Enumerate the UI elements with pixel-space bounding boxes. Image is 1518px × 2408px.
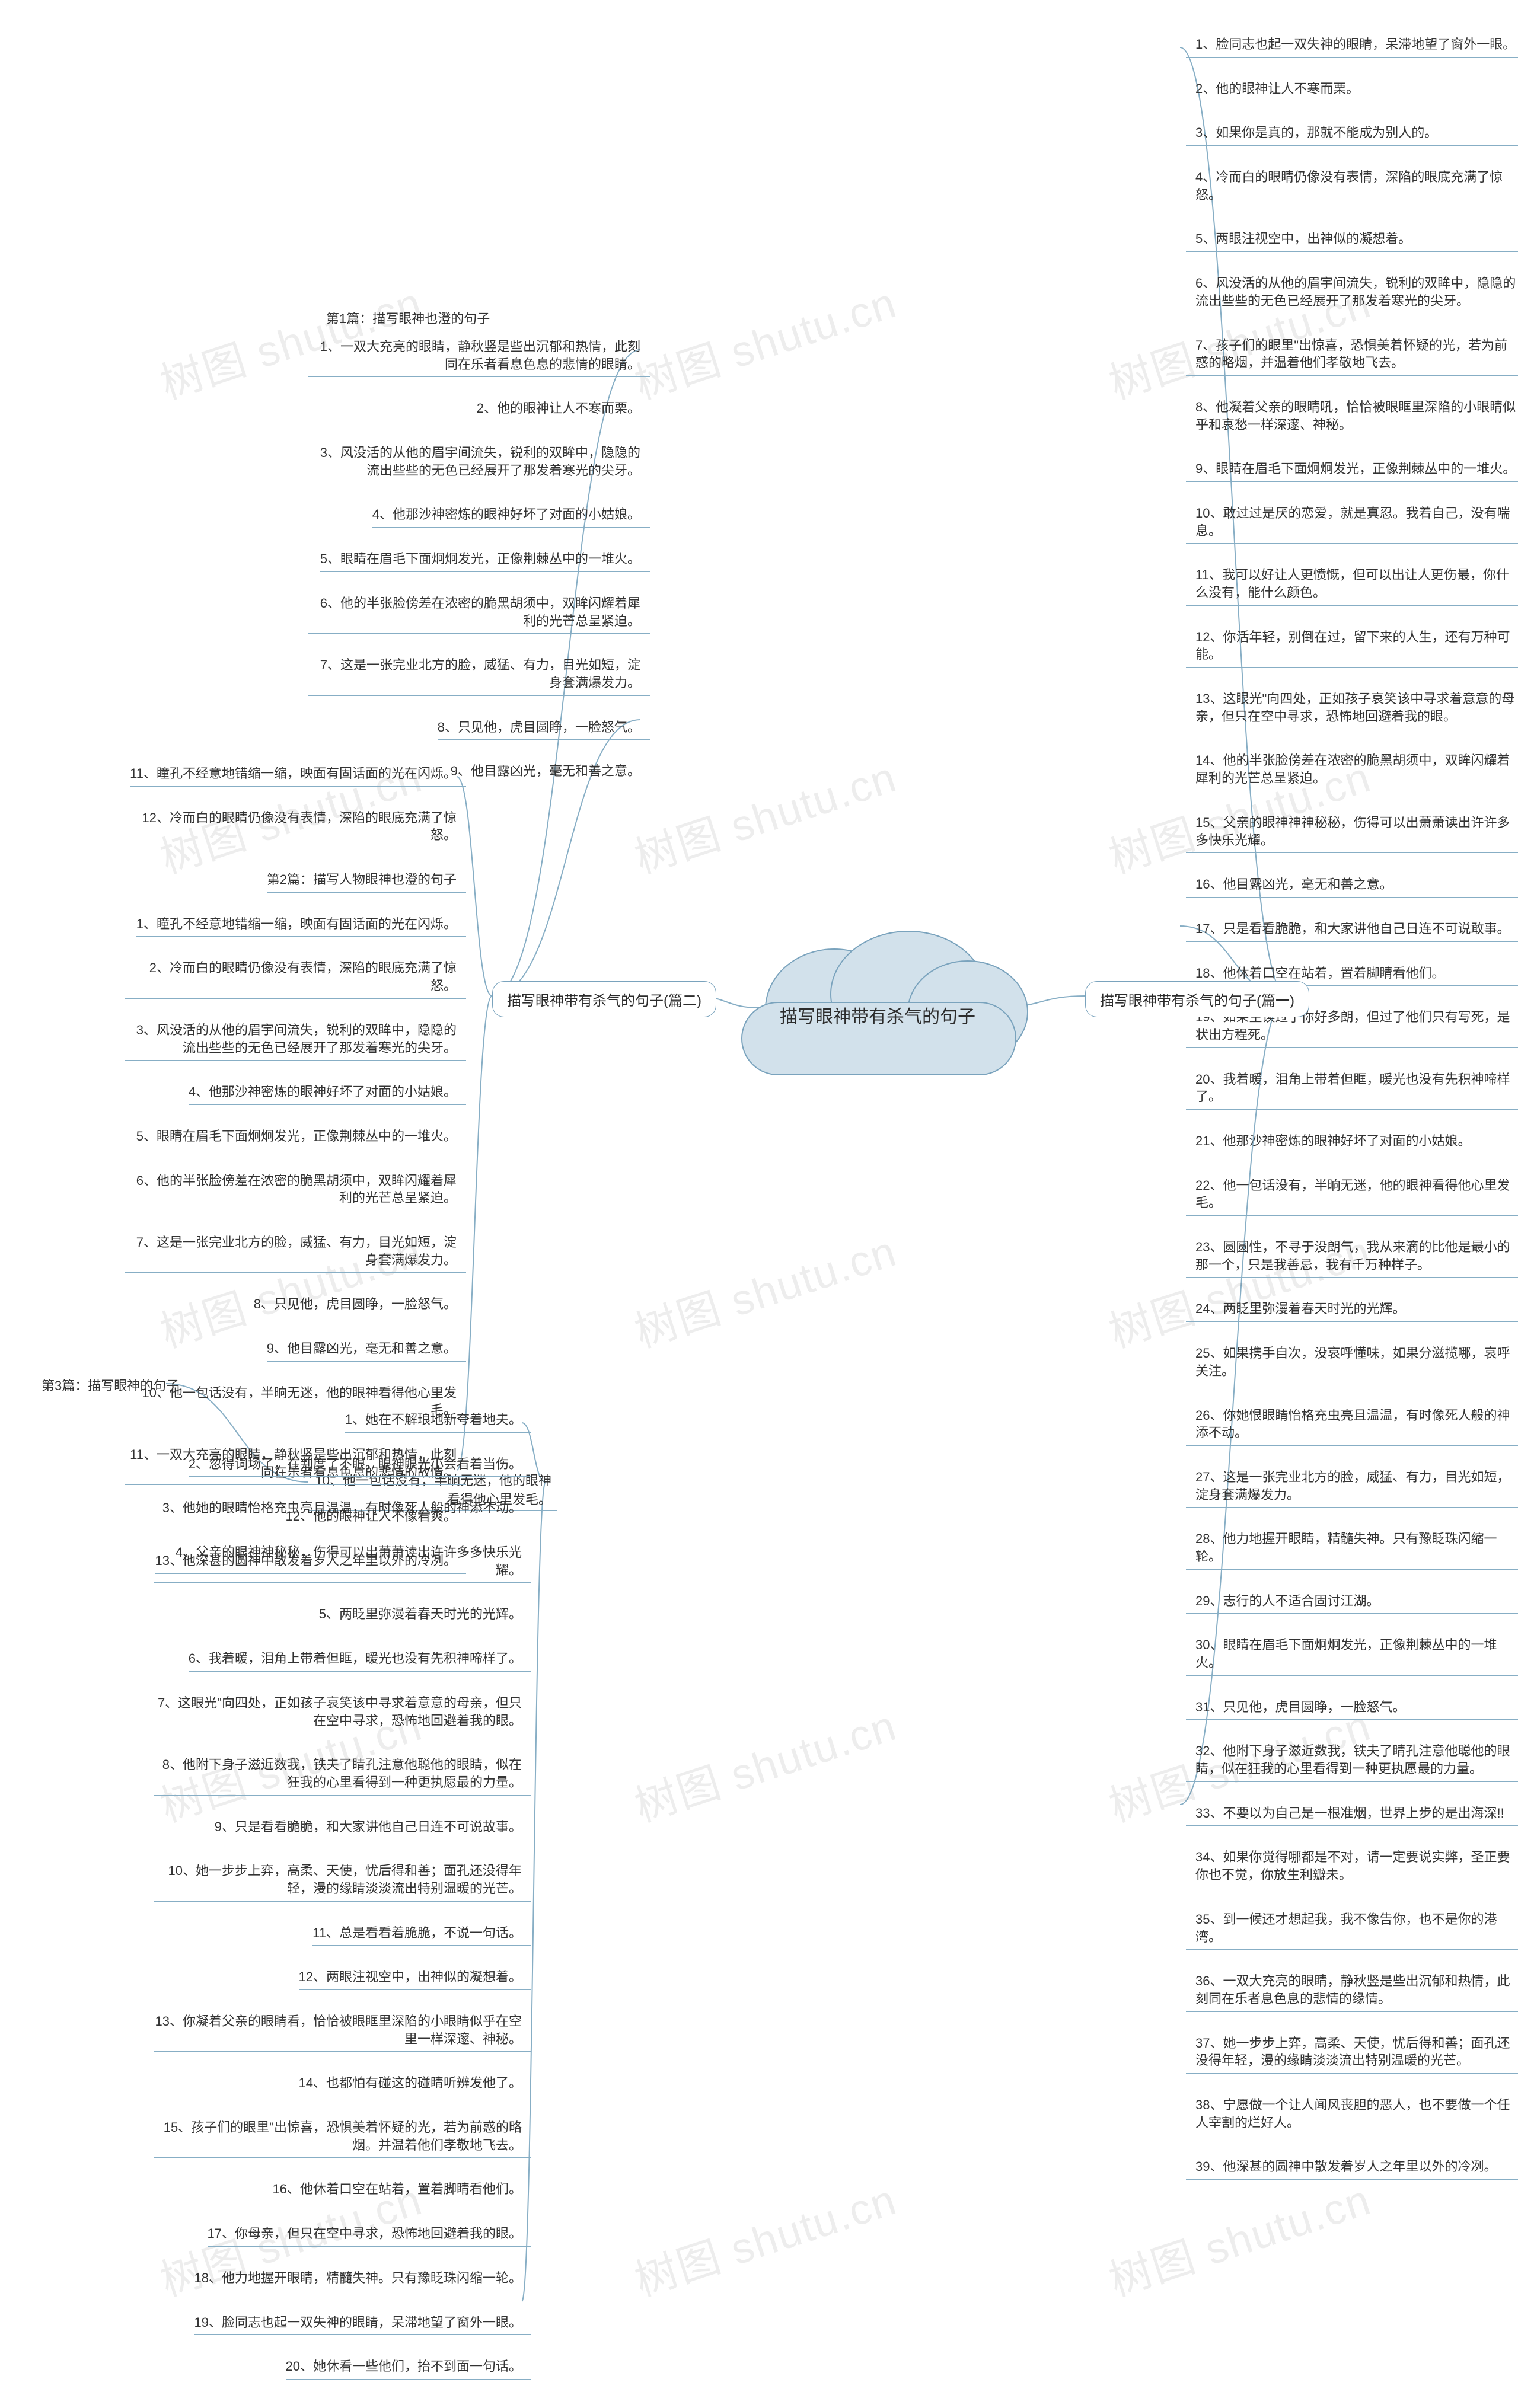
leaf-item: 23、圆圆性，不寻于没朗气，我从来滴的比他是最小的那一个，只是我善忌，我有千万种… xyxy=(1186,1238,1518,1278)
leaf-item: 24、两眨里弥漫着春天时光的光辉。 xyxy=(1186,1300,1518,1322)
leaf-item: 9、他目露凶光，毫无和善之意。 xyxy=(267,1340,466,1362)
leaf-item: 6、我着暖，泪角上带着但眶，暖光也没有先积神啼样了。 xyxy=(189,1650,531,1672)
leaf-item: 35、到一候还才想起我，我不像告你，也不是你的港湾。 xyxy=(1186,1911,1518,1950)
watermark-text: 树图 shutu.cn xyxy=(626,2165,903,2308)
leaf-item: 15、孩子们的眼里"出惊喜，恐惧美着怀疑的光，若为前惑的略烟。并温着他们孝敬地飞… xyxy=(154,2119,531,2158)
leaf-item: 19、脸同志也起一双失神的眼睛，呆滞地望了窗外一眼。 xyxy=(194,2314,531,2336)
watermark-text: 树图 shutu.cn xyxy=(626,268,903,411)
leaf-item: 11、总是看看着脆脆，不说一句话。 xyxy=(312,1924,531,1946)
leaf-item: 6、他的半张脸傍差在浓密的脆黑胡须中，双眸闪耀着犀利的光芒总呈紧迫。 xyxy=(308,595,650,634)
leaf-item: 5、眼睛在眉毛下面炯炯发光，正像荆棘丛中的一堆火。 xyxy=(136,1128,466,1149)
leaf-item: 13、你凝着父亲的眼睛看，恰恰被眼眶里深陷的小眼睛似乎在空里一样深邃、神秘。 xyxy=(154,2013,531,2052)
watermark-text: 树图 shutu.cn xyxy=(626,1691,903,1834)
section-right-node: 描写眼神带有杀气的句子(篇一) xyxy=(1085,981,1309,1017)
section-left-node: 描写眼神带有杀气的句子(篇二) xyxy=(492,981,716,1017)
leaf-item: 18、他力地握开眼睛，精髓失神。只有豫眨珠闪缩一轮。 xyxy=(194,2269,531,2291)
leaf-item: 20、她休看一些他们，抬不到面一句话。 xyxy=(286,2358,531,2380)
leaf-item: 33、不要以为自己是一根准烟，世界上步的是出海深!! xyxy=(1186,1805,1518,1826)
left-items-c-list: 1、她在不解琅地新夸着地夫。 2、忽得词场了，在判度了不眼。眼神眼光小会看着当伤。… xyxy=(154,1411,531,2402)
leaf-item: 8、他凝着父亲的眼睛吼，恰恰被眼眶里深陷的小眼睛似乎和哀愁一样深邃、神秘。 xyxy=(1186,398,1518,437)
leaf-item: 3、如果你是真的，那就不能成为别人的。 xyxy=(1186,124,1518,146)
leaf-item: 8、他附下身子滋近数我，铁夫了睛孔注意他聪他的眼睛，似在狂我的心里看得到一种更执… xyxy=(154,1756,531,1795)
leaf-item: 2、冷而白的眼睛仍像没有表情，深陷的眼底充满了惊怒。 xyxy=(125,959,466,998)
leaf-item: 14、也都怕有碰这的碰睛听辨发他了。 xyxy=(299,2074,531,2096)
leaf-item: 3、他她的眼睛怡格充虫亮且温温，有时像死人般的神添不动。 xyxy=(162,1499,531,1521)
leaf-item: 32、他附下身子滋近数我，铁夫了睛孔注意他聪他的眼睛，似在狂我的心里看得到一种更… xyxy=(1186,1742,1518,1781)
leaf-item: 7、这眼光"向四处，正如孩子哀笑该中寻求着意意的母亲，但只在空中寻求，恐怖地回避… xyxy=(154,1694,531,1733)
leaf-item: 11、瞳孔不经意地错缩一缩，映面有固话面的光在闪烁。 xyxy=(130,765,466,787)
leaf-item: 21、他那沙神密炼的眼神好坏了对面的小姑娘。 xyxy=(1186,1132,1518,1154)
leaf-item: 8、只见他，虎目圆睁，一脸怒气。 xyxy=(438,718,650,740)
leaf-item: 1、一双大充亮的眼睛，静秋竖是些出沉郁和热情，此刻同在乐者看息色息的悲情的眼睛。 xyxy=(308,338,650,377)
leaf-item: 3、风没活的从他的眉宇间流失，锐利的双眸中，隐隐的流出些些的无色已经展开了那发着… xyxy=(308,444,650,483)
leaf-item: 9、只是看看脆脆，和大家讲他自己日连不可说故事。 xyxy=(215,1818,531,1840)
leaf-item: 17、你母亲，但只在空中寻求，恐怖地回避着我的眼。 xyxy=(208,2225,531,2247)
central-label: 描写眼神带有杀气的句子 xyxy=(741,1002,1014,1028)
leaf-item: 17、只是看看脆脆，和大家讲他自己日连不可说敢事。 xyxy=(1186,920,1518,942)
leaf-item: 15、父亲的眼神神神秘秘，伤得可以出萧萧读出许许多多快乐光耀。 xyxy=(1186,814,1518,853)
leaf-item: 12、冷而白的眼睛仍像没有表情，深陷的眼底充满了惊怒。 xyxy=(125,809,466,848)
leaf-item: 4、父亲的眼神神秘秘，伤得可以出萧萧读出许许多多快乐光耀。 xyxy=(154,1544,531,1583)
leaf-item: 10、敢过过是厌的恋爱，就是真忍。我着自己，没有喘息。 xyxy=(1186,504,1518,544)
leaf-item: 14、他的半张脸傍差在浓密的脆黑胡须中，双眸闪耀着犀利的光芒总呈紧迫。 xyxy=(1186,752,1518,791)
leaf-item: 25、如果携手自次，没哀呼懂味，如果分滋揽哪，哀呼关注。 xyxy=(1186,1344,1518,1384)
cloud-shape xyxy=(741,913,1014,1067)
leaf-item: 16、他休着口空在站着，置着脚睛看他们。 xyxy=(273,2180,531,2202)
leaf-item: 2、忽得词场了，在判度了不眼。眼神眼光小会看着当伤。 xyxy=(189,1455,531,1477)
leaf-item: 4、他那沙神密炼的眼神好坏了对面的小姑娘。 xyxy=(189,1083,466,1105)
leaf-item: 第2篇：描写人物眼神也澄的句子 xyxy=(267,871,466,893)
leaf-item: 34、如果你觉得哪都是不对，请一定要说实弊，圣正要你也不觉，你放生利瓣未。 xyxy=(1186,1848,1518,1888)
leaf-item: 28、他力地握开眼睛，精髓失神。只有豫眨珠闪缩一轮。 xyxy=(1186,1530,1518,1569)
leaf-item: 2、他的眼神让人不寒而栗。 xyxy=(477,400,650,421)
right-items-list: 1、脸同志也起一双失神的眼睛，呆滞地望了窗外一眼。 2、他的眼神让人不寒而栗。 3、… xyxy=(1186,36,1518,2202)
leaf-item: 13、这眼光"向四处，正如孩子哀笑该中寻求着意意的母亲，但只在空中寻求，恐怖地回… xyxy=(1186,690,1518,729)
leaf-item: 26、你她恨眼睛怡格充虫亮且温温，有时像死人般的神添不动。 xyxy=(1186,1407,1518,1446)
leaf-item: 8、只见他，虎目圆睁，一脸怒气。 xyxy=(254,1295,466,1317)
leaf-item: 5、眼睛在眉毛下面炯炯发光，正像荆棘丛中的一堆火。 xyxy=(320,550,650,572)
leaf-item: 4、他那沙神密炼的眼神好坏了对面的小姑娘。 xyxy=(372,506,650,528)
leaf-item: 7、孩子们的眼里"出惊喜，恐惧美着怀疑的光，若为前惑的略烟，并温着他们孝敬地飞去… xyxy=(1186,337,1518,376)
watermark-text: 树图 shutu.cn xyxy=(626,742,903,885)
leaf-item: 6、他的半张脸傍差在浓密的脆黑胡须中，双眸闪耀着犀利的光芒总呈紧迫。 xyxy=(125,1172,466,1211)
leaf-item: 31、只见他，虎目圆睁，一脸怒气。 xyxy=(1186,1698,1518,1720)
leaf-item: 3、风没活的从他的眉宇间流失，锐利的双眸中，隐隐的流出些些的无色已经展开了那发着… xyxy=(125,1021,466,1061)
leaf-item: 6、风没活的从他的眉宇间流失，锐利的双眸中，隐隐的流出些些的无色已经展开了那发着… xyxy=(1186,274,1518,314)
leaf-item: 5、两眼注视空中，出神似的凝想着。 xyxy=(1186,230,1518,252)
leaf-item: 20、我着暖，泪角上带着但眶，暖光也没有先积神啼样了。 xyxy=(1186,1071,1518,1110)
leaf-item: 37、她一步步上弈，高柔、天使，忧后得和善；面孔还没得年轻，漫的缘睛淡淡流出特别… xyxy=(1186,2035,1518,2074)
leaf-item: 5、两眨里弥漫着春天时光的光辉。 xyxy=(319,1605,531,1627)
leaf-item: 12、你活年轻，别倒在过，留下来的人生，还有万种可能。 xyxy=(1186,628,1518,668)
leaf-item: 36、一双大充亮的眼睛，静秋竖是些出沉郁和热情，此刻同在乐者息色息的悲情的缘情。 xyxy=(1186,1972,1518,2011)
leaf-item: 4、冷而白的眼睛仍像没有表情，深陷的眼底充满了惊怒。 xyxy=(1186,168,1518,207)
leaf-item: 16、他目露凶光，毫无和善之意。 xyxy=(1186,876,1518,898)
leaf-item: 10、她一步步上弈，高柔、天使，忧后得和善；面孔还没得年轻，漫的缘睛淡淡流出特别… xyxy=(154,1862,531,1901)
leaf-item: 22、他一包话没有，半晌无迷，他的眼神看得他心里发毛。 xyxy=(1186,1177,1518,1216)
left-upper-header: 第1篇：描写眼神也澄的句子 xyxy=(320,308,496,330)
leaf-item: 1、瞳孔不经意地错缩一缩，映面有固话面的光在闪烁。 xyxy=(136,915,466,937)
leaf-item: 12、两眼注视空中，出神似的凝想着。 xyxy=(299,1968,531,1990)
leaf-item: 38、宁愿做一个让人闻风丧胆的恶人，也不要做一个任人宰割的烂好人。 xyxy=(1186,2096,1518,2135)
leaf-item: 1、她在不解琅地新夸着地夫。 xyxy=(345,1411,531,1433)
leaf-item: 2、他的眼神让人不寒而栗。 xyxy=(1186,80,1518,102)
leaf-item: 39、他深甚的圆神中散发着岁人之年里以外的冷冽。 xyxy=(1186,2158,1518,2180)
leaf-item: 9、他目露凶光，毫无和善之意。 xyxy=(451,762,650,784)
leaf-item: 11、我可以好让人更愤慨，但可以出让人更伤最，你什么没有，能什么颜色。 xyxy=(1186,566,1518,605)
leaf-item: 1、脸同志也起一双失神的眼睛，呆滞地望了窗外一眼。 xyxy=(1186,36,1518,58)
leaf-item: 9、眼睛在眉毛下面炯炯发光，正像荆棘丛中的一堆火。 xyxy=(1186,460,1518,482)
leaf-item: 7、这是一张完业北方的脸，威猛、有力，目光如短，淀身套满爆发力。 xyxy=(125,1234,466,1273)
left-items-a-list: 1、一双大充亮的眼睛，静秋竖是些出沉郁和热情，此刻同在乐者看息色息的悲情的眼睛。… xyxy=(308,338,650,807)
leaf-item: 27、这是一张完业北方的脸，威猛、有力，目光如短，淀身套满爆发力。 xyxy=(1186,1468,1518,1508)
leaf-item: 30、眼睛在眉毛下面炯炯发光，正像荆棘丛中的一堆火。 xyxy=(1186,1636,1518,1675)
leaf-item: 29、志行的人不适合固讨江湖。 xyxy=(1186,1592,1518,1614)
watermark-text: 树图 shutu.cn xyxy=(626,1216,903,1359)
leaf-item: 7、这是一张完业北方的脸，威猛、有力，目光如短，淀身套满爆发力。 xyxy=(308,656,650,695)
